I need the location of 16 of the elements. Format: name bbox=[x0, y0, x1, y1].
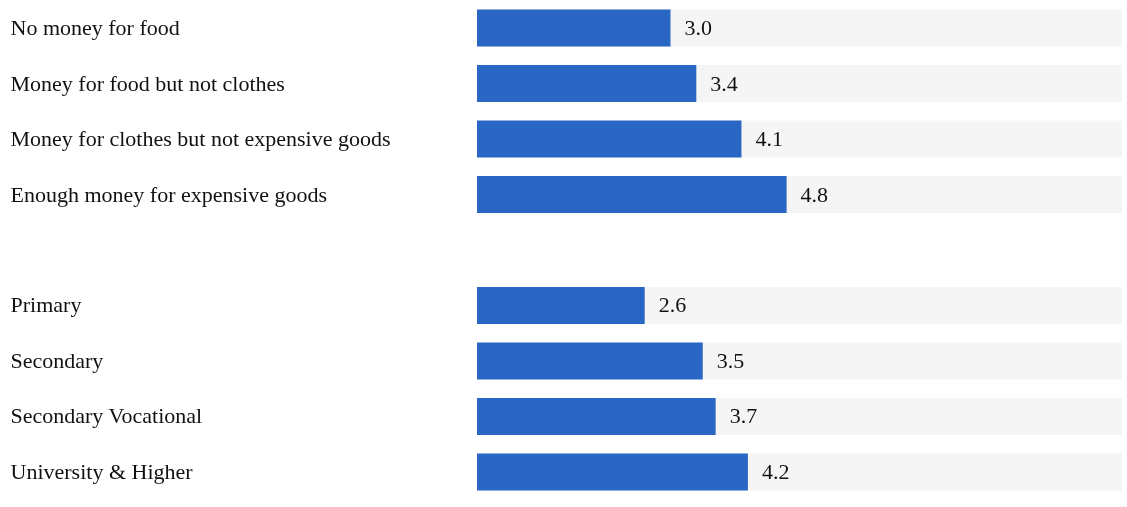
y-tick-label: Money for food but not clothes bbox=[10, 70, 285, 96]
data-label: 4.2 bbox=[761, 458, 790, 484]
y-tick-label: Secondary bbox=[10, 347, 104, 373]
data-label: 2.6 bbox=[658, 292, 687, 318]
y-tick-label: Money for clothes but not expensive goods bbox=[10, 126, 391, 152]
y-tick-label: Enough money for expensive goods bbox=[10, 181, 327, 207]
y-tick-label: University & Higher bbox=[10, 458, 194, 484]
y-tick-label: Primary bbox=[10, 292, 82, 318]
data-label: 4.8 bbox=[800, 181, 829, 207]
data-label: 3.0 bbox=[684, 15, 712, 41]
data-label: 3.5 bbox=[716, 347, 745, 373]
y-tick-label: Secondary Vocational bbox=[10, 403, 203, 429]
data-label: 3.7 bbox=[729, 403, 758, 429]
data-label: 4.1 bbox=[755, 126, 783, 152]
y-tick-label: No money for food bbox=[10, 15, 180, 41]
data-label: 3.4 bbox=[710, 70, 738, 96]
